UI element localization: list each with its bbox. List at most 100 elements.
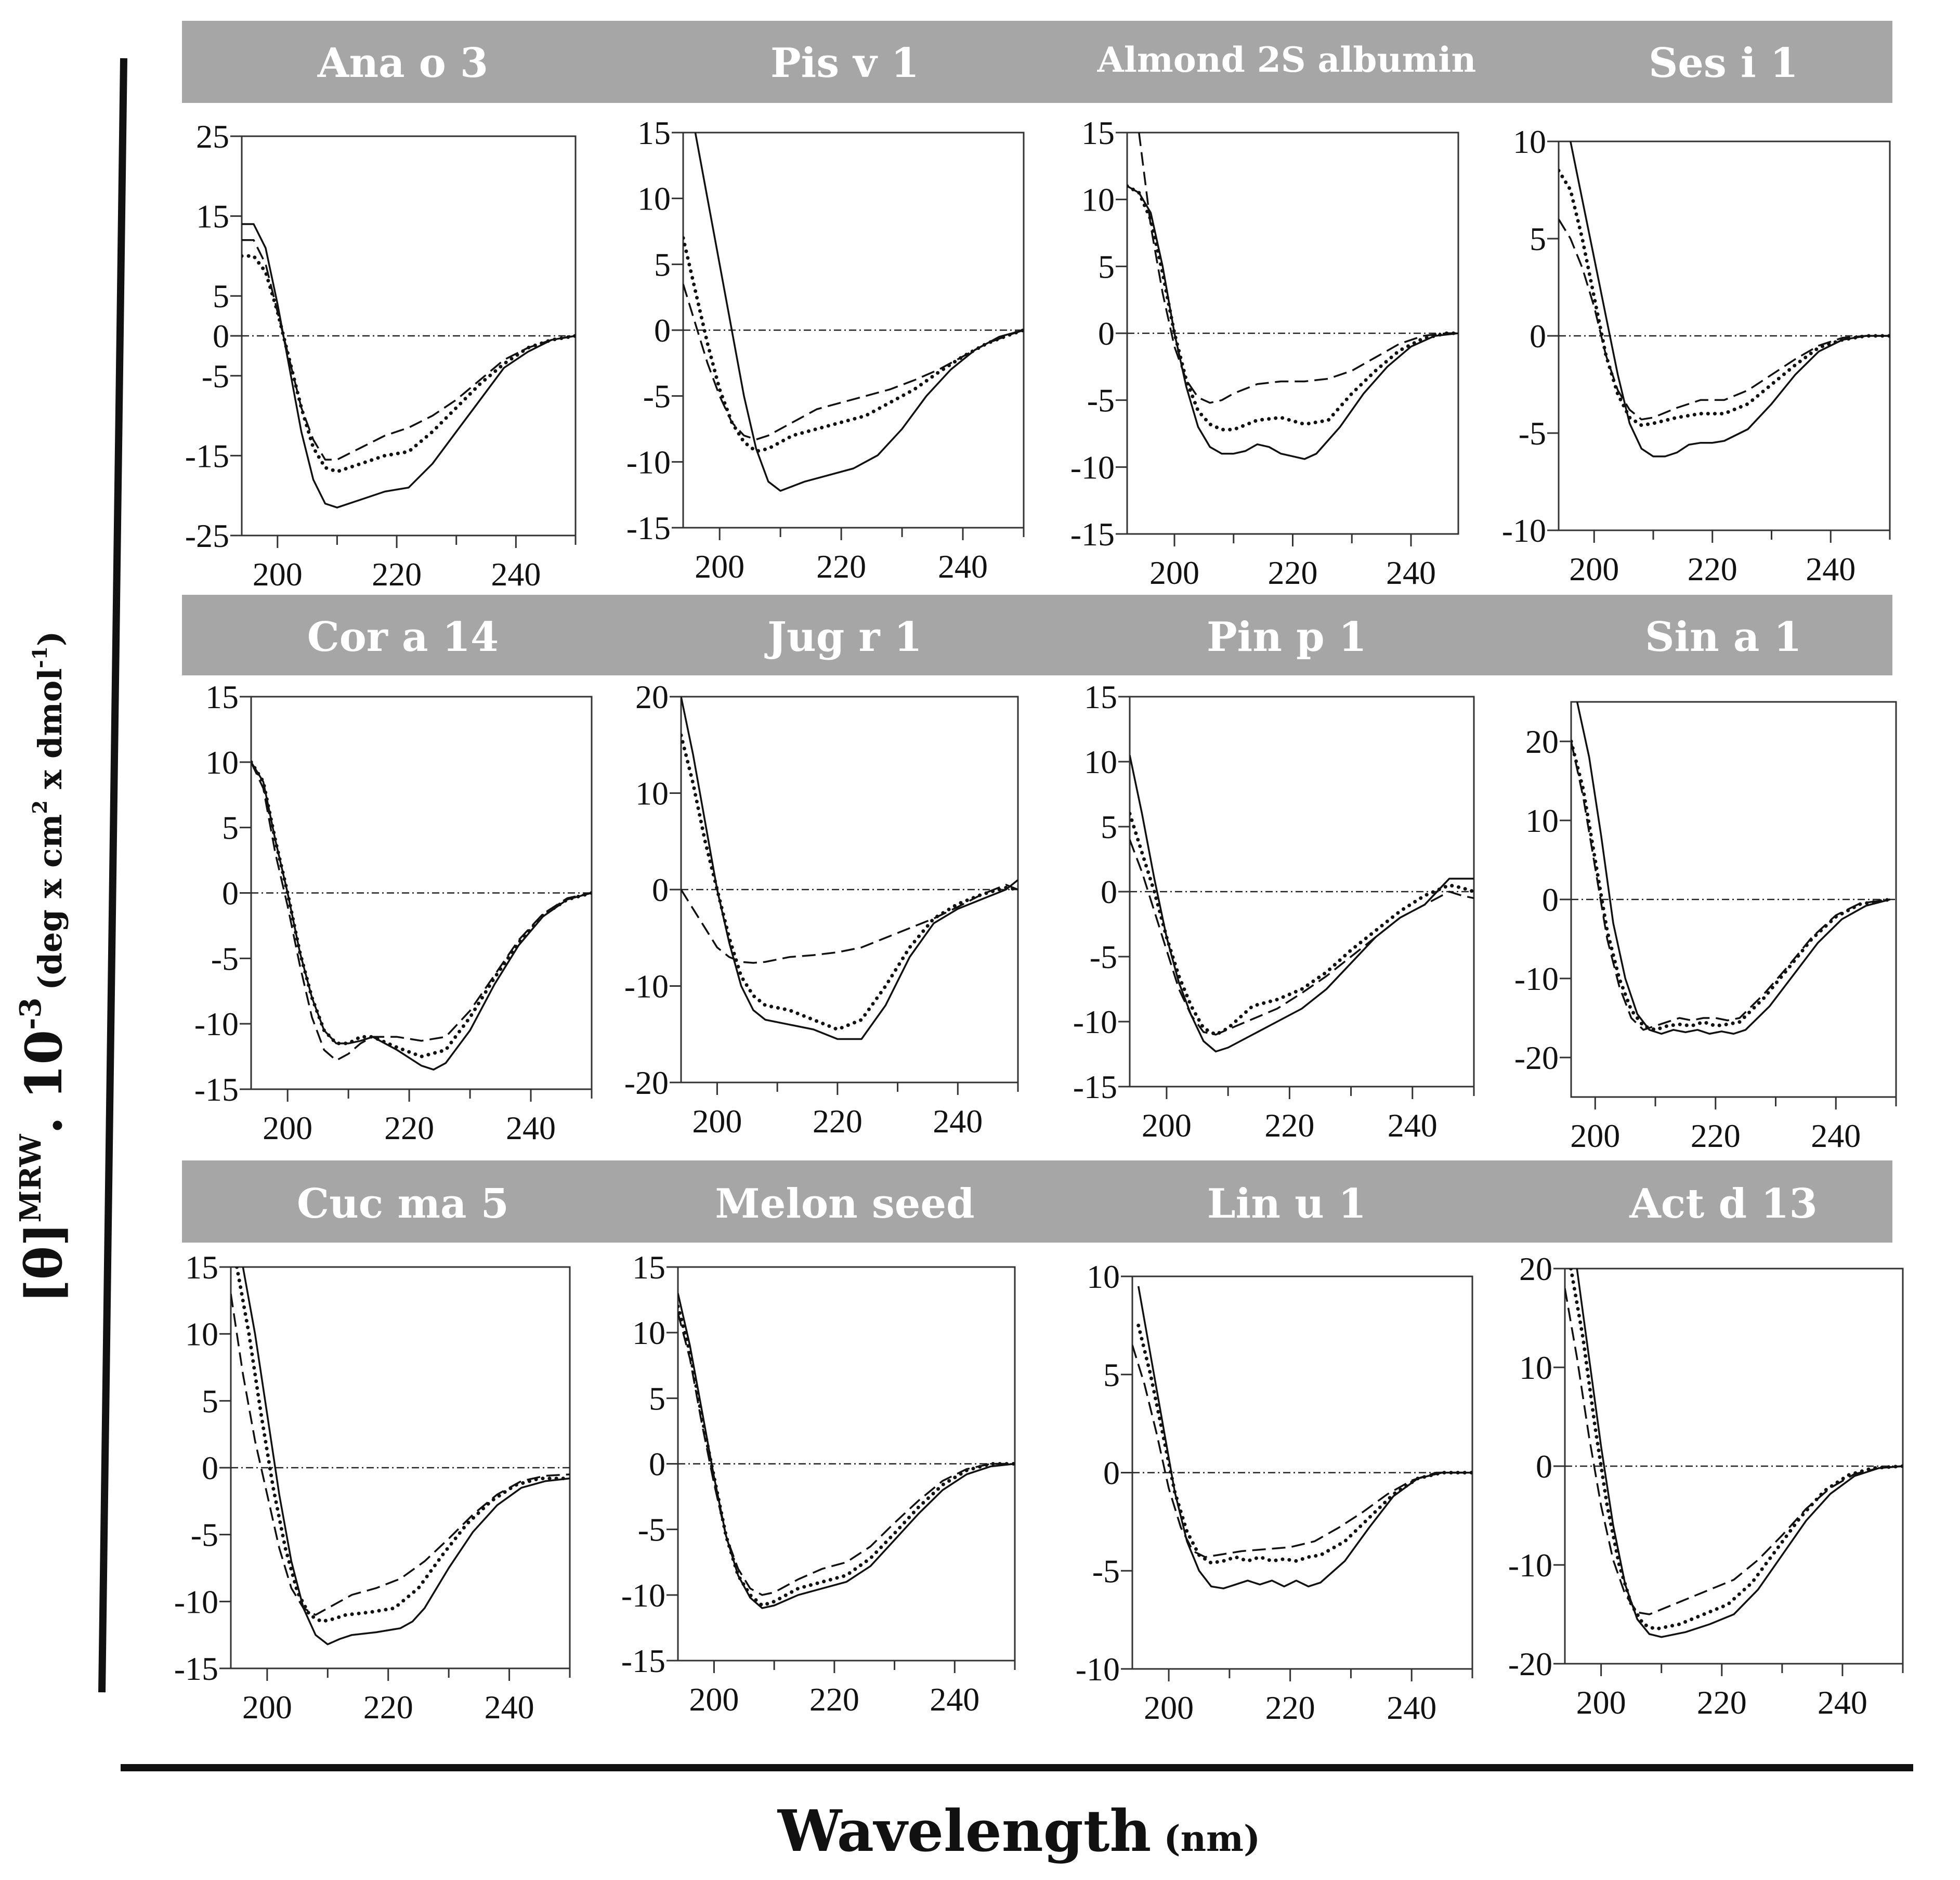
y-tick-label: -15 (194, 1071, 239, 1108)
x-tick-label: 220 (1268, 554, 1318, 591)
panel-11: Lin u 1 10 5 0 -5 -10 200 220 240 (1076, 1180, 1473, 1726)
y-tick-label: 5 (1098, 248, 1115, 285)
panel-title: Sin a 1 (1645, 613, 1802, 661)
y-tick-label: 0 (1542, 881, 1559, 918)
figure-x-axis-title: Wavelength (nm) (777, 1797, 1260, 1864)
series-dashed (1132, 1344, 1472, 1558)
y-tick-label: -10 (1073, 1003, 1117, 1040)
panel-2: Pis v 1 15 10 5 0 -5 -10 -15 200 220 240 (626, 40, 1025, 585)
y-tick-label: -10 (1514, 960, 1559, 997)
x-tick-label: 240 (1388, 1107, 1438, 1144)
x-tick-label: 200 (1569, 551, 1619, 588)
panel-title: Lin u 1 (1207, 1180, 1366, 1228)
x-tick-label: 240 (1386, 554, 1436, 591)
y-tick-label: 5 (1103, 1356, 1120, 1393)
x-tick-label: 200 (1149, 554, 1199, 591)
y-tick-label: -15 (174, 1650, 218, 1687)
x-tick-label: 200 (1570, 1117, 1620, 1154)
panel-title: Pin p 1 (1207, 613, 1367, 661)
series-solid (242, 1267, 570, 1646)
x-tick-label: 220 (813, 1103, 863, 1140)
y-tick-label: -20 (1508, 1646, 1552, 1682)
title-banner-row-1 (182, 21, 1892, 103)
y-tick-label: 10 (1084, 743, 1117, 780)
series-dotted (678, 1304, 1015, 1608)
panel-3: Almond 2S albumin 15 10 5 0 -5 -10 -15 200 220 240 (1070, 40, 1476, 591)
y-tick-label: 20 (1525, 723, 1559, 760)
y-tick-label: 10 (1525, 802, 1559, 839)
y-tick-label: 5 (213, 278, 229, 315)
y-tick-label: -10 (626, 443, 671, 480)
panel-title: Ses i 1 (1649, 40, 1798, 87)
y-tick-label: -5 (211, 940, 239, 977)
panel-6: Jug r 1 20 10 0 -10 -20 200 220 240 (624, 613, 1019, 1140)
y-tick-label: -10 (1070, 449, 1115, 486)
y-tick-label: 20 (1519, 1250, 1552, 1287)
series-dashed (678, 1312, 1015, 1596)
panel-1: Ana o 3 25 15 50-5 -15 -25 200 220 240 (185, 40, 577, 593)
series-solid (694, 133, 1024, 492)
series-dotted (1569, 1269, 1903, 1631)
y-tick-label: 0 (222, 875, 239, 912)
y-tick-label: 0 (654, 312, 671, 349)
panel-title: Cor a 14 (307, 613, 499, 661)
x-tick-label: 220 (1264, 1107, 1314, 1144)
x-tick-label: 200 (1142, 1107, 1192, 1144)
y-tick-label: -5 (191, 1517, 218, 1553)
x-tick-label: 200 (1144, 1689, 1194, 1726)
y-tick-label: 0 (213, 318, 229, 355)
series-dashed (231, 1294, 570, 1616)
series-dotted (235, 1267, 570, 1624)
x-tick-label: 240 (1387, 1689, 1436, 1726)
title-banner-row-2 (182, 595, 1892, 675)
series-dotted (1571, 739, 1892, 1032)
panel-title: Ana o 3 (317, 40, 488, 87)
x-tick-label: 240 (485, 1689, 534, 1726)
x-tick-label: 220 (809, 1681, 859, 1718)
panel-title: Melon seed (715, 1180, 974, 1228)
x-tick-label: 200 (242, 1689, 292, 1726)
y-tick-label: -5 (1092, 1552, 1120, 1589)
series-solid (1137, 1286, 1472, 1589)
y-tick-label: 10 (1081, 181, 1115, 218)
y-tick-label: 15 (205, 678, 239, 715)
x-tick-label: 200 (689, 1681, 739, 1718)
x-tick-label: 220 (372, 556, 422, 593)
series-dotted (1127, 184, 1458, 432)
x-tick-label: 240 (930, 1681, 979, 1718)
y-tick-label: 0 (1101, 873, 1117, 910)
y-tick-label: -15 (1070, 516, 1115, 553)
panel-5: Cor a 14 15 10 5 0 -5 -10 -15 200 220 240 (194, 613, 593, 1146)
panel-8: Sin a 1 20 10 0 -10 -20 200 220 240 (1514, 613, 1897, 1154)
series-dotted (683, 236, 1024, 453)
x-tick-label: 200 (263, 1109, 312, 1146)
series-dotted (681, 733, 1018, 1032)
y-tick-label: 10 (205, 744, 239, 781)
y-tick-label: -15 (185, 437, 229, 474)
y-tick-label: -5 (638, 1511, 665, 1548)
y-tick-label: 25 (196, 118, 229, 155)
series-dotted (1130, 812, 1474, 1037)
series-solid (681, 697, 1018, 1040)
y-tick-label: -10 (174, 1583, 218, 1620)
series-dashed (681, 883, 1018, 964)
y-tick-label: -5 (1090, 938, 1117, 975)
y-tick-label: 15 (637, 114, 671, 151)
figure-y-axis-title: [θ]MRW. 10-3(deg x cm2 x dmol-1) (14, 631, 73, 1303)
y-tick-label: 15 (1084, 678, 1117, 715)
y-tick-label: -10 (1076, 1651, 1120, 1688)
panel-4: Ses i 1 10 5 0 -5 -10 200 220 240 (1502, 40, 1891, 588)
x-tick-label: 220 (1697, 1684, 1747, 1721)
y-tick-label: 10 (1087, 1258, 1120, 1295)
y-tick-label: 10 (185, 1316, 218, 1353)
panel-title: Jug r 1 (764, 613, 922, 661)
x-tick-label: 200 (253, 556, 303, 593)
series-dotted (251, 760, 592, 1059)
series-solid (1570, 141, 1890, 458)
panel-title: Pis v 1 (770, 40, 919, 87)
series-dashed (1130, 839, 1474, 1036)
x-tick-label: 220 (384, 1109, 434, 1146)
y-tick-label: 5 (222, 810, 239, 846)
y-tick-label: 15 (196, 198, 229, 235)
y-tick-label: -15 (1073, 1068, 1117, 1105)
